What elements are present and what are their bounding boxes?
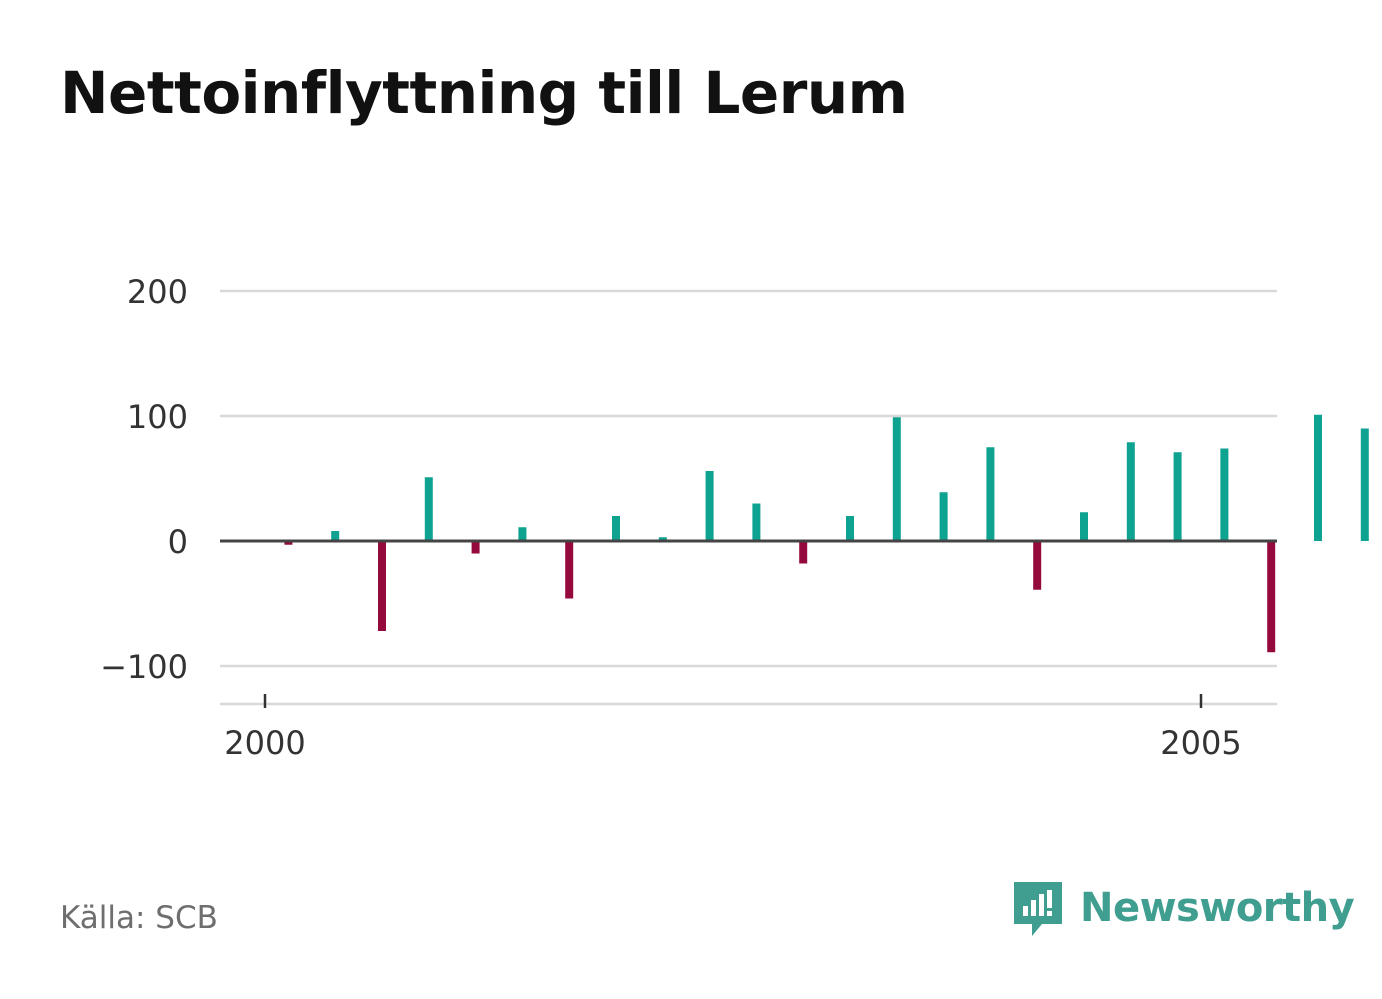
x-tick-label: 2000 [224,724,305,762]
x-axis: 200020052010201520202025 [220,694,1277,762]
chart-title: Nettoinflyttning till Lerum [60,59,908,127]
bar [331,531,340,541]
bar [378,541,386,631]
bar [424,477,433,541]
bar [939,492,948,541]
bar [1080,512,1088,541]
brand-name: Newsworthy [1080,885,1355,931]
bar [1173,452,1182,541]
bar [1360,428,1369,541]
y-axis: −100 0 100 200 [100,273,188,686]
newsworthy-logo[interactable]: Newsworthy [1010,878,1355,938]
bar [565,541,574,599]
source-label: Källa: SCB [60,900,218,936]
bar [1126,442,1135,541]
bar [705,471,714,541]
bar [612,516,620,541]
bar [799,541,808,564]
bar [471,541,480,554]
bar [518,527,527,541]
newsworthy-logo-icon [1014,882,1062,936]
x-tick-label: 2005 [1160,724,1241,762]
bar [1033,541,1042,590]
bar [658,537,667,541]
bar [986,447,995,541]
gridlines [220,289,1277,668]
bar [1314,414,1322,541]
bar [846,516,854,541]
y-tick-label: −100 [100,648,188,686]
bar [1220,448,1229,541]
y-tick-label: 200 [127,273,188,311]
bar [284,541,293,545]
bar [892,417,901,541]
y-tick-label: 0 [168,523,188,561]
y-tick-label: 100 [127,398,188,436]
bar [1267,541,1276,653]
bar [752,503,761,541]
bars [284,414,1369,653]
